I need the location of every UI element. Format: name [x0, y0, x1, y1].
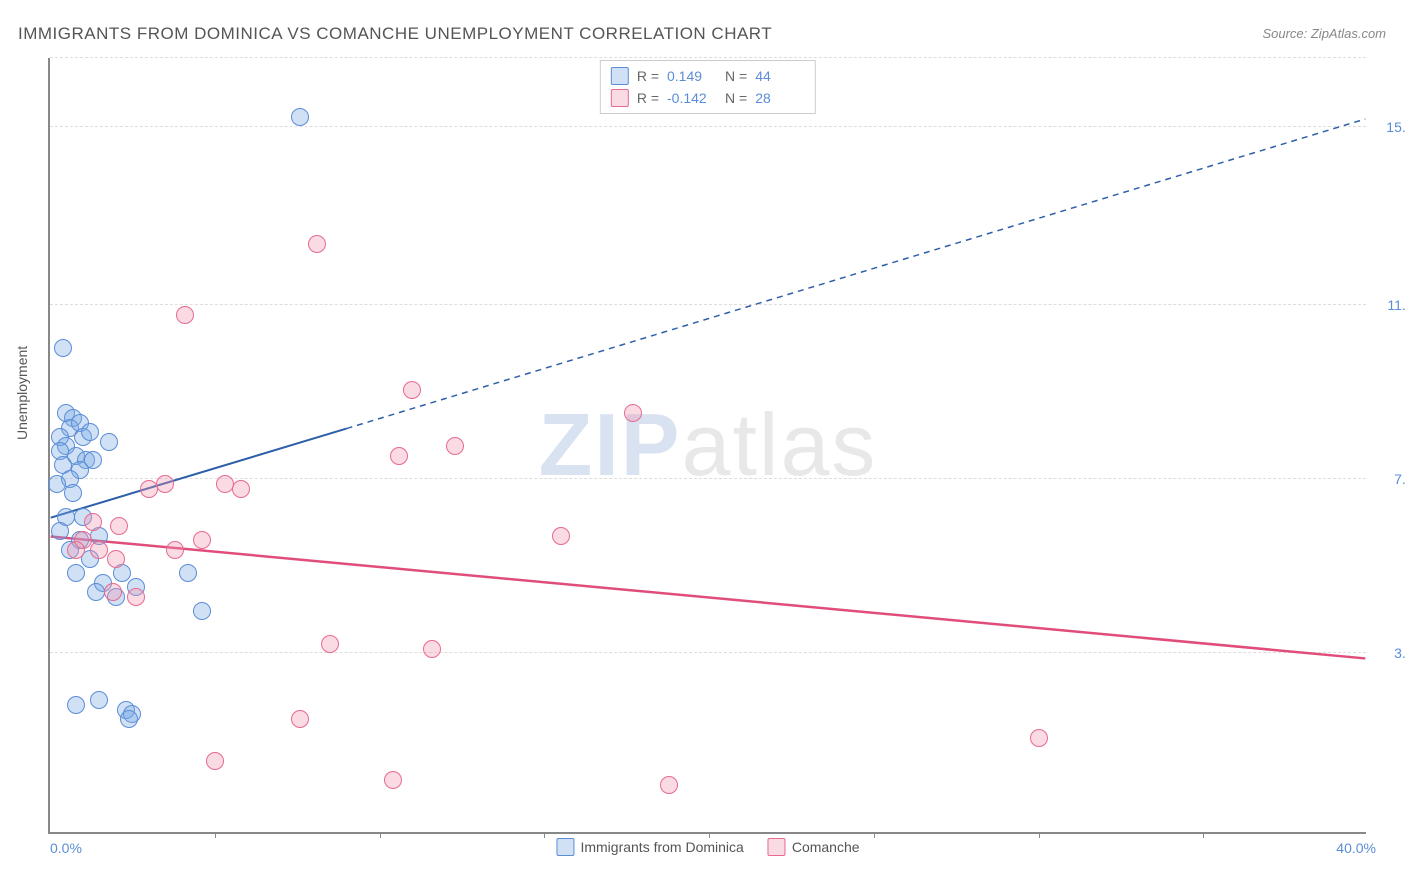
- legend-item-1: Comanche: [768, 838, 860, 856]
- scatter-point-series-1: [104, 583, 122, 601]
- scatter-point-series-0: [100, 433, 118, 451]
- series-legend: Immigrants from Dominica Comanche: [556, 838, 859, 856]
- y-tick-label: 11.2%: [1387, 297, 1406, 313]
- scatter-point-series-0: [67, 564, 85, 582]
- scatter-point-series-0: [48, 475, 66, 493]
- legend-label-1: Comanche: [792, 839, 860, 855]
- scatter-point-series-1: [110, 517, 128, 535]
- scatter-point-series-1: [156, 475, 174, 493]
- scatter-point-series-1: [84, 513, 102, 531]
- scatter-point-series-1: [390, 447, 408, 465]
- scatter-point-series-1: [321, 635, 339, 653]
- scatter-point-series-1: [166, 541, 184, 559]
- scatter-point-series-1: [660, 776, 678, 794]
- scatter-point-series-1: [176, 306, 194, 324]
- scatter-point-series-0: [64, 484, 82, 502]
- x-tick: [874, 832, 875, 838]
- scatter-point-series-0: [193, 602, 211, 620]
- x-tick: [544, 832, 545, 838]
- scatter-point-series-1: [1030, 729, 1048, 747]
- scatter-point-series-1: [140, 480, 158, 498]
- scatter-point-series-1: [232, 480, 250, 498]
- legend-label-0: Immigrants from Dominica: [580, 839, 743, 855]
- scatter-point-series-1: [127, 588, 145, 606]
- scatter-point-series-0: [54, 339, 72, 357]
- x-axis-origin-label: 0.0%: [50, 840, 82, 856]
- x-tick: [215, 832, 216, 838]
- legend-swatch-0: [556, 838, 574, 856]
- trend-lines: [50, 58, 1366, 832]
- scatter-point-series-0: [179, 564, 197, 582]
- scatter-point-series-0: [81, 423, 99, 441]
- legend-swatch-1: [768, 838, 786, 856]
- scatter-point-series-1: [423, 640, 441, 658]
- scatter-point-series-0: [67, 696, 85, 714]
- scatter-point-series-0: [291, 108, 309, 126]
- y-tick-label: 3.8%: [1394, 645, 1406, 661]
- x-tick: [1039, 832, 1040, 838]
- plot-area: ZIPatlas 3.8%7.5%11.2%15.0% 0.0% 40.0% R…: [48, 58, 1366, 834]
- scatter-point-series-1: [552, 527, 570, 545]
- y-tick-label: 7.5%: [1394, 471, 1406, 487]
- scatter-point-series-0: [51, 522, 69, 540]
- scatter-point-series-1: [107, 550, 125, 568]
- scatter-point-series-1: [206, 752, 224, 770]
- x-tick: [1203, 832, 1204, 838]
- scatter-point-series-1: [308, 235, 326, 253]
- chart-title: IMMIGRANTS FROM DOMINICA VS COMANCHE UNE…: [18, 24, 772, 44]
- x-tick: [380, 832, 381, 838]
- scatter-point-series-0: [90, 691, 108, 709]
- scatter-point-series-1: [216, 475, 234, 493]
- scatter-point-series-1: [446, 437, 464, 455]
- scatter-point-series-0: [120, 710, 138, 728]
- scatter-point-series-0: [84, 451, 102, 469]
- scatter-point-series-1: [403, 381, 421, 399]
- scatter-point-series-1: [67, 541, 85, 559]
- x-axis-max-label: 40.0%: [1336, 840, 1376, 856]
- scatter-point-series-1: [90, 541, 108, 559]
- scatter-point-series-1: [193, 531, 211, 549]
- scatter-point-series-0: [87, 583, 105, 601]
- scatter-point-series-1: [291, 710, 309, 728]
- source-attribution: Source: ZipAtlas.com: [1262, 26, 1386, 41]
- scatter-point-series-1: [624, 404, 642, 422]
- scatter-point-series-1: [384, 771, 402, 789]
- y-axis-label: Unemployment: [14, 346, 30, 440]
- legend-item-0: Immigrants from Dominica: [556, 838, 743, 856]
- y-tick-label: 15.0%: [1386, 119, 1406, 135]
